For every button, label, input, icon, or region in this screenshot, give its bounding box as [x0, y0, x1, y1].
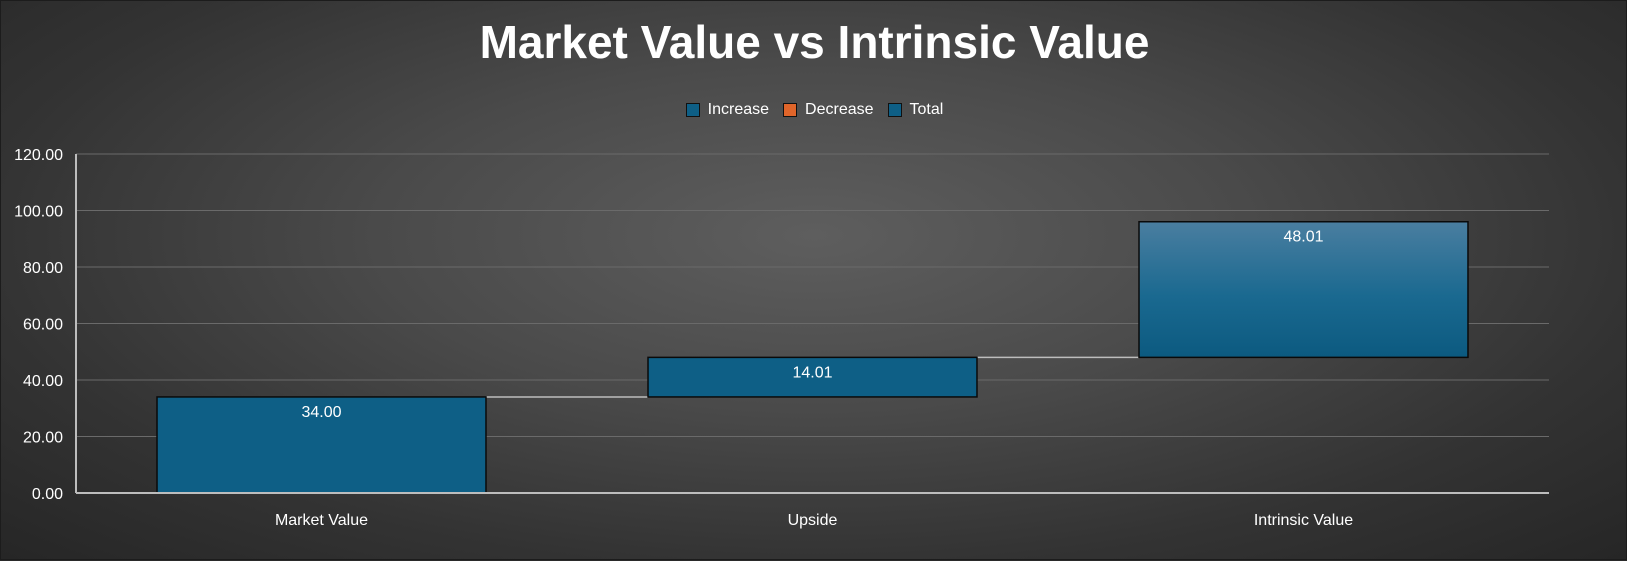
legend-swatch-total [887, 103, 902, 117]
x-tick-label: Upside [788, 512, 838, 529]
bar-market-value [156, 396, 487, 494]
gridlines [76, 153, 1549, 437]
chart-title: Market Value vs Intrinsic Value [479, 16, 1150, 68]
connectors [485, 356, 1140, 398]
legend-swatch-increase [685, 103, 700, 117]
legend-label-total: Total [909, 101, 944, 118]
legend-label-increase: Increase [707, 101, 770, 118]
axes [75, 154, 1549, 494]
bar-intrinsic-value [1138, 220, 1469, 359]
bar-upside [647, 356, 978, 398]
y-tick-label: 120.00 [14, 147, 63, 164]
legend-label-decrease: Decrease [805, 101, 874, 118]
legend-item-decrease: Decrease [783, 101, 874, 119]
y-tick-labels: 0.00 20.00 40.00 60.00 80.00 100.00 120.00 [14, 147, 63, 503]
x-tick-label: Intrinsic Value [1254, 512, 1353, 529]
legend-swatch-decrease [783, 103, 798, 117]
data-labels: 34.00 14.01 48.01 [301, 229, 1323, 421]
y-tick-label: 20.00 [23, 430, 63, 447]
y-tick-label: 80.00 [23, 260, 63, 277]
y-tick-label: 60.00 [23, 317, 63, 334]
y-tick-label: 0.00 [32, 486, 63, 503]
data-label: 48.01 [1283, 229, 1323, 246]
bars [156, 220, 1469, 494]
legend: Increase Decrease Total [1, 101, 1627, 119]
data-label: 34.00 [301, 404, 341, 421]
y-tick-label: 40.00 [23, 373, 63, 390]
legend-item-total: Total [887, 101, 944, 119]
x-tick-label: Market Value [275, 512, 368, 529]
legend-item-increase: Increase [685, 101, 770, 119]
data-label: 14.01 [792, 364, 832, 381]
y-tick-label: 100.00 [14, 204, 63, 221]
x-tick-labels: Market Value Upside Intrinsic Value [275, 512, 1353, 529]
